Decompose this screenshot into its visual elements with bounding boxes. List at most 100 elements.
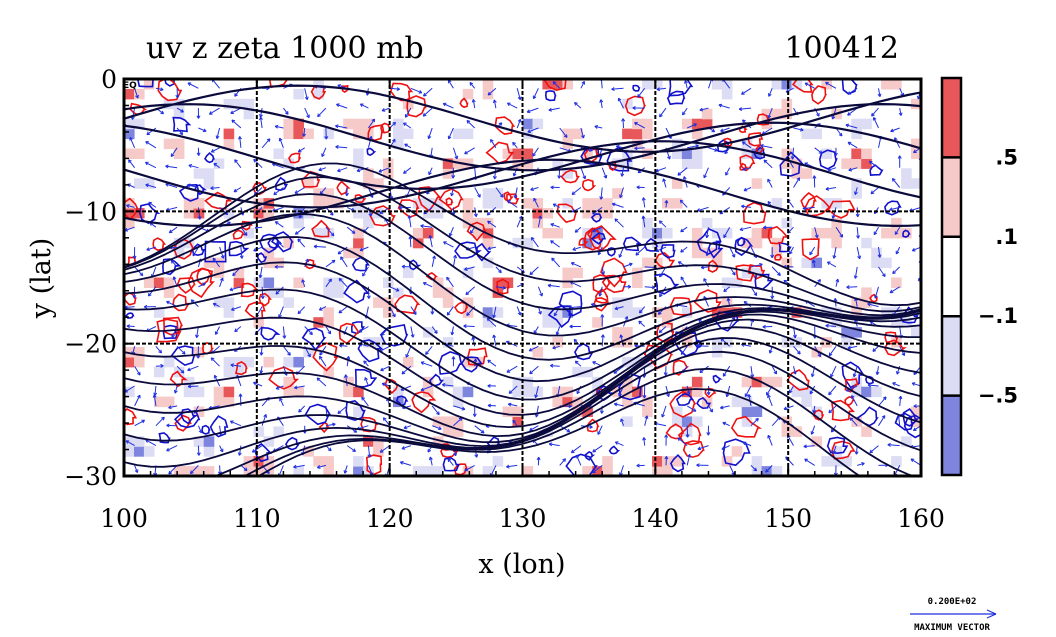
shading-cell (592, 466, 603, 476)
wind-vector (275, 286, 284, 295)
shading-cell (482, 79, 494, 90)
negative-vorticity-contour (869, 164, 884, 176)
shading-cell (253, 466, 265, 476)
shading-cell (721, 337, 733, 348)
shading-cell (223, 386, 235, 398)
shading-cell (652, 307, 663, 318)
negative-vorticity-contour (442, 456, 460, 472)
wind-vector (723, 286, 731, 292)
wind-vector (658, 326, 667, 334)
wind-vector (530, 187, 539, 191)
shading-cell (602, 208, 613, 219)
shading-cell (731, 446, 743, 457)
wind-vector (729, 246, 736, 258)
negative-vorticity-contour (583, 450, 596, 461)
wind-vector (831, 207, 837, 219)
positive-vorticity-contour (831, 399, 856, 422)
shading-cell (572, 267, 583, 279)
wind-vector (343, 374, 348, 387)
shading-cell (622, 327, 633, 338)
wind-vector (532, 147, 539, 157)
wind-vector (210, 147, 220, 153)
wind-vector (134, 419, 146, 427)
shading-cell (223, 356, 235, 368)
wind-vector (451, 167, 456, 179)
wind-vector (637, 87, 646, 98)
shading-cell (333, 287, 344, 298)
shading-cell (602, 198, 613, 209)
wind-vector (636, 463, 645, 468)
wind-vector (508, 385, 518, 394)
wind-vector (570, 445, 582, 454)
shading-cell (393, 386, 404, 398)
shading-cell (871, 247, 882, 259)
shading-cell (143, 277, 155, 288)
wind-vector (278, 137, 284, 148)
shading-cell (134, 148, 145, 159)
wind-vector (442, 382, 454, 387)
shading-cell (373, 297, 384, 308)
shading-cell (642, 128, 653, 140)
shading-cell (572, 128, 583, 140)
shading-cell (791, 79, 803, 90)
positive-vorticity-contour (543, 79, 567, 92)
wind-vector (742, 441, 752, 447)
negative-vorticity-contour (590, 232, 607, 245)
shading-cell (711, 307, 723, 318)
y-tick-label: 0 (101, 65, 117, 94)
wind-vector (317, 107, 327, 118)
negative-vorticity-contour (267, 236, 283, 249)
shading-cell (193, 347, 205, 358)
shading-cell (791, 386, 803, 398)
wind-vector (592, 226, 603, 233)
shading-cell (482, 307, 494, 318)
wind-vector (634, 122, 645, 129)
shading-cell (542, 227, 553, 239)
shading-cell (432, 287, 444, 298)
shading-cell (851, 128, 862, 140)
shading-cell (592, 198, 603, 209)
wind-vector (832, 445, 837, 454)
shading-cell (253, 317, 265, 328)
shading-cell (572, 366, 583, 378)
shading-cell (841, 158, 852, 169)
y-tick-label: −10 (64, 197, 117, 226)
wind-vector (708, 405, 713, 413)
wind-vector (175, 88, 180, 99)
positive-vorticity-contour (672, 359, 690, 376)
shading-cell (462, 386, 474, 398)
wind-vector (231, 119, 242, 129)
positive-vorticity-contour (742, 201, 767, 225)
wind-vector (187, 384, 199, 389)
shading-cell (353, 198, 364, 209)
shading-cell (741, 396, 753, 408)
shading-cell (353, 456, 364, 467)
negative-vorticity-contour (712, 374, 723, 384)
shading-cell (153, 396, 165, 408)
shading-cell (243, 108, 255, 120)
wind-vector (495, 285, 507, 290)
wind-vector (282, 326, 287, 339)
wind-vector (196, 147, 201, 156)
shading-cell (422, 227, 434, 239)
shading-cell (283, 356, 294, 368)
wind-vector (450, 187, 454, 197)
shading-cell (134, 88, 145, 100)
wind-vector (856, 246, 862, 260)
wind-vector (887, 442, 900, 447)
negative-vorticity-contour (164, 79, 177, 87)
wind-vector (569, 324, 581, 329)
negative-vorticity-contour (608, 445, 621, 455)
shading-cell (124, 128, 135, 140)
wind-vector (835, 226, 844, 238)
wind-vector (343, 465, 348, 474)
wind-vector (170, 259, 178, 268)
shading-cell (562, 307, 573, 318)
shading-cell (582, 406, 593, 417)
shading-cell (721, 277, 733, 288)
shading-cell (293, 217, 304, 229)
shading-cell (233, 277, 245, 288)
wind-vector (548, 107, 560, 112)
wind-vector (739, 226, 752, 232)
wind-vector (592, 445, 603, 453)
